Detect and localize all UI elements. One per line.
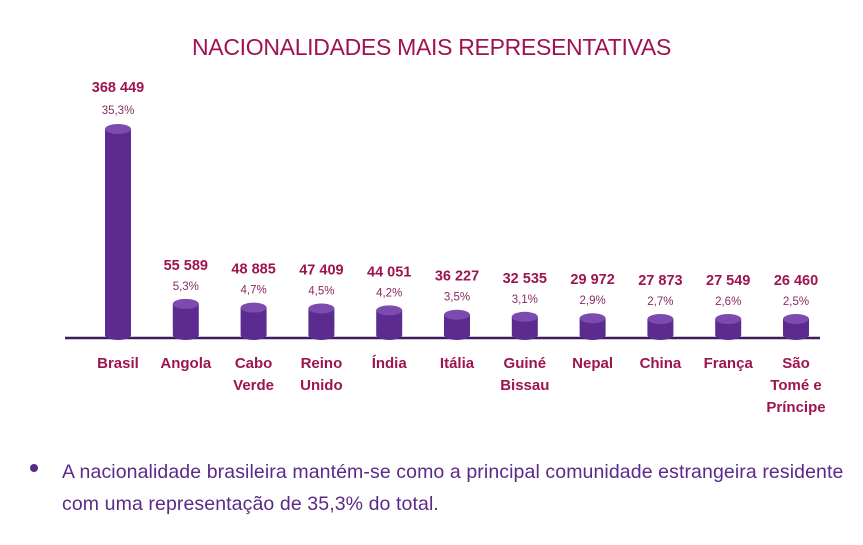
value-label-7: 29 972	[570, 272, 614, 288]
bar-10	[783, 319, 809, 340]
category-label-2-0: Cabo	[235, 355, 273, 372]
bar-top-5	[444, 309, 470, 320]
value-label-3: 47 409	[299, 262, 343, 278]
category-label-7-0: Nepal	[572, 355, 613, 372]
bar-top-1	[172, 298, 199, 309]
category-label-10-1: Tomé e	[770, 377, 821, 394]
percent-label-3: 4,5%	[308, 285, 334, 297]
value-label-8: 27 873	[638, 273, 682, 289]
category-label-4-0: Índia	[372, 355, 408, 372]
value-label-2: 48 885	[231, 262, 275, 278]
category-label-6-1: Bissau	[500, 377, 549, 394]
bar-top-9	[715, 314, 742, 324]
bar-9	[715, 319, 742, 340]
category-label-8-0: China	[640, 355, 682, 372]
category-label-9-0: França	[704, 355, 754, 372]
value-label-1: 55 589	[164, 258, 208, 274]
category-label-10-2: Príncipe	[766, 399, 825, 416]
bar-1	[172, 303, 199, 340]
bar-6	[511, 316, 538, 340]
value-label-4: 44 051	[367, 264, 411, 280]
bar-chart: 368 449 35,3% Brasil 55 589 5,3% Angola 48 885…	[65, 80, 826, 416]
category-label-0-0: Brasil	[97, 355, 139, 372]
bar-top-10	[783, 314, 809, 324]
percent-label-0: 35,3%	[102, 105, 135, 117]
percent-label-7: 2,9%	[579, 295, 605, 307]
bar-top-8	[647, 314, 674, 324]
category-label-3-0: Reino	[301, 355, 343, 372]
value-label-9: 27 549	[706, 273, 750, 289]
category-label-3-1: Unido	[300, 377, 343, 394]
bar-top-3	[308, 303, 335, 314]
bar-5	[444, 314, 470, 340]
bar-top-0	[105, 124, 131, 134]
note-text: A nacionalidade brasileira mantém-se com…	[62, 461, 844, 515]
percent-label-10: 2,5%	[783, 296, 809, 308]
value-label-5: 36 227	[435, 269, 479, 285]
bullet-icon	[30, 464, 38, 472]
bar-7	[579, 318, 606, 340]
category-label-6-0: Guiné	[504, 355, 547, 372]
bar-top-6	[511, 311, 538, 322]
bar-8	[647, 319, 674, 340]
percent-label-5: 3,5%	[444, 292, 470, 304]
bar-top-7	[579, 313, 606, 324]
bar-top-4	[376, 305, 403, 316]
value-label-6: 32 535	[503, 271, 547, 287]
bar-4	[376, 310, 403, 340]
value-label-10: 26 460	[774, 273, 818, 289]
bar-0	[105, 129, 131, 340]
category-label-10-0: São	[782, 355, 810, 372]
value-label-0: 368 449	[92, 80, 144, 96]
chart-title: NACIONALIDADES MAIS REPRESENTATIVAS	[192, 34, 671, 60]
category-label-1-0: Angola	[160, 355, 211, 372]
percent-label-6: 3,1%	[512, 294, 538, 306]
bar-top-2	[240, 302, 267, 313]
percent-label-2: 4,7%	[240, 285, 266, 297]
percent-label-8: 2,7%	[647, 296, 673, 308]
percent-label-9: 2,6%	[715, 296, 741, 308]
bullet-note: A nacionalidade brasileira mantém-se com…	[30, 456, 850, 520]
category-label-2-1: Verde	[233, 377, 274, 394]
percent-label-1: 5,3%	[173, 281, 199, 293]
percent-label-4: 4,2%	[376, 287, 402, 299]
category-label-5-0: Itália	[440, 355, 475, 372]
bar-3	[308, 308, 335, 340]
bar-2	[240, 307, 267, 340]
